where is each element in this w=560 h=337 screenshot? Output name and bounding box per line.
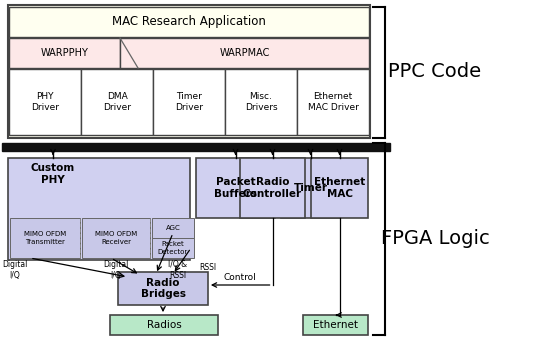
Bar [153,69,225,135]
Bar [225,69,297,135]
Text: Timer: Timer [293,183,328,193]
Text: DMA
Driver: DMA Driver [103,92,131,112]
Text: Custom
PHY: Custom PHY [31,163,75,185]
Text: Digital
I/Q: Digital I/Q [103,260,129,280]
Text: Misc.
Drivers: Misc. Drivers [245,92,277,112]
Bar [240,158,305,218]
Bar [152,238,194,258]
Text: Packet
Buffers: Packet Buffers [214,177,257,199]
Text: Ethernet: Ethernet [313,320,358,330]
Text: MIMO OFDM
Receiver: MIMO OFDM Receiver [95,232,137,245]
Text: Digital
I/Q: Digital I/Q [2,260,27,280]
Bar [311,158,368,218]
Bar [8,158,190,260]
Bar [8,5,370,138]
Text: WARPPHY: WARPPHY [40,48,88,58]
Bar [10,218,80,258]
Bar [9,38,120,68]
Text: Control: Control [224,274,256,282]
Text: Ethernet
MAC: Ethernet MAC [314,177,365,199]
Text: I/Q &
RSSI: I/Q & RSSI [169,260,188,280]
Text: PPC Code: PPC Code [389,62,482,81]
Bar [81,69,153,135]
Text: Radio
Controller: Radio Controller [243,177,302,199]
Text: Ethernet
MAC Driver: Ethernet MAC Driver [307,92,358,112]
Bar [110,315,218,335]
Bar [303,315,368,335]
Text: AGC: AGC [166,225,180,231]
Text: WARPMAC: WARPMAC [220,48,270,58]
Text: FPGA Logic: FPGA Logic [381,229,489,248]
Text: Radio
Bridges: Radio Bridges [141,278,185,299]
Bar [82,218,150,258]
Bar [2,143,390,151]
Text: MIMO OFDM
Transmitter: MIMO OFDM Transmitter [24,232,66,245]
Bar [120,38,369,68]
Text: Packet
Detector: Packet Detector [158,242,188,254]
Text: Radios: Radios [147,320,181,330]
Text: RSSI: RSSI [199,264,217,273]
Text: Timer
Driver: Timer Driver [175,92,203,112]
Text: MAC Research Application: MAC Research Application [112,16,266,29]
Bar [297,69,369,135]
Bar [152,218,194,238]
Bar [281,158,340,218]
Bar [9,69,81,135]
Bar [196,158,275,218]
Bar [118,272,208,305]
Text: PHY
Driver: PHY Driver [31,92,59,112]
Bar [9,7,369,37]
